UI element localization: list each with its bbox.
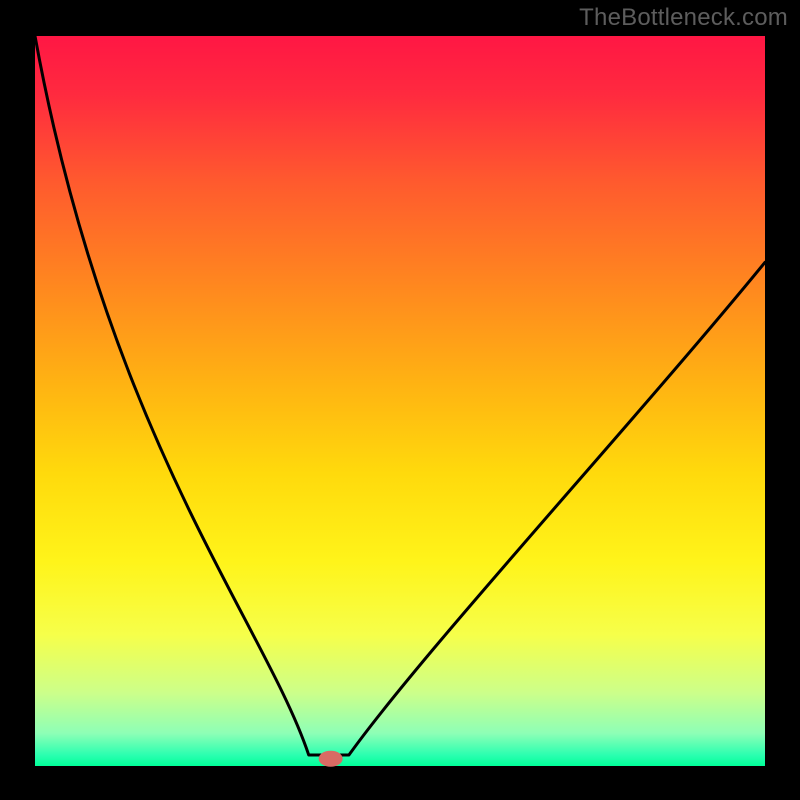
bottleneck-chart-svg (0, 0, 800, 800)
optimum-marker (319, 751, 343, 767)
plot-background (35, 36, 765, 766)
chart-stage: TheBottleneck.com (0, 0, 800, 800)
